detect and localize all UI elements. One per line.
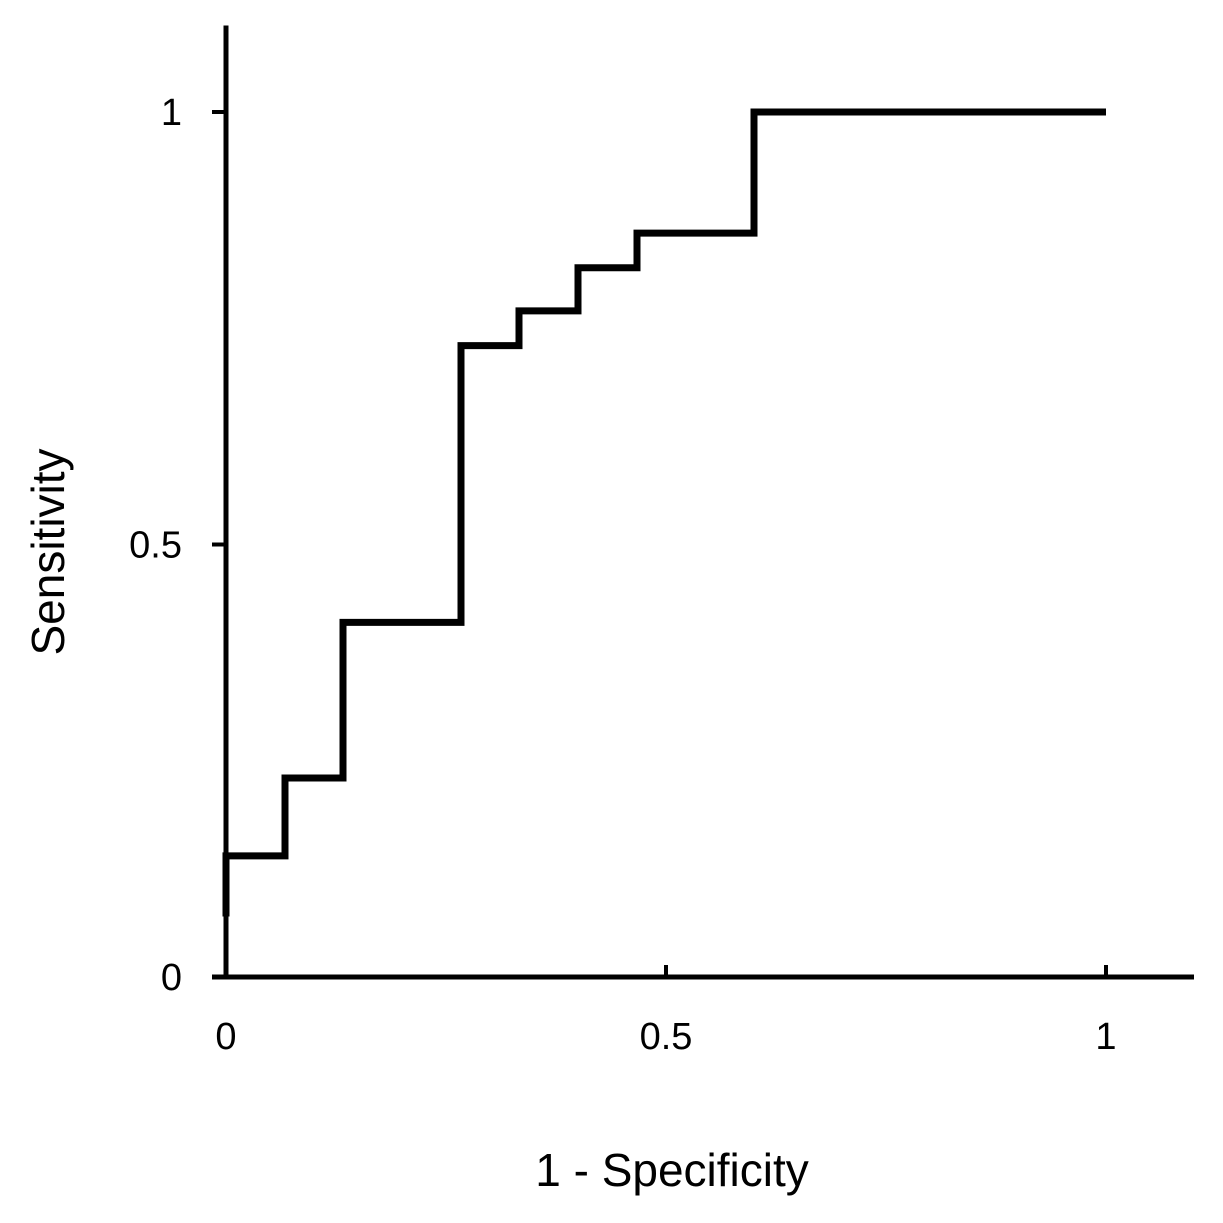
tick-labels: 0 0.5 1 0 0.5 1 <box>129 92 1116 1058</box>
axis-ticks <box>212 110 1108 979</box>
y-tick-label: 0.5 <box>129 525 182 567</box>
y-tick-label: 1 <box>161 92 182 134</box>
x-axis-title: 1 - Specificity <box>535 1144 809 1196</box>
x-tick-label: 0.5 <box>640 1016 693 1058</box>
y-tick-label: 0 <box>161 957 182 999</box>
x-tick-label: 1 <box>1095 1016 1116 1058</box>
roc-curve <box>222 108 1106 917</box>
x-tick-label: 0 <box>215 1016 236 1058</box>
plot-area <box>212 25 1194 980</box>
y-axis-title: Sensitivity <box>22 448 74 655</box>
